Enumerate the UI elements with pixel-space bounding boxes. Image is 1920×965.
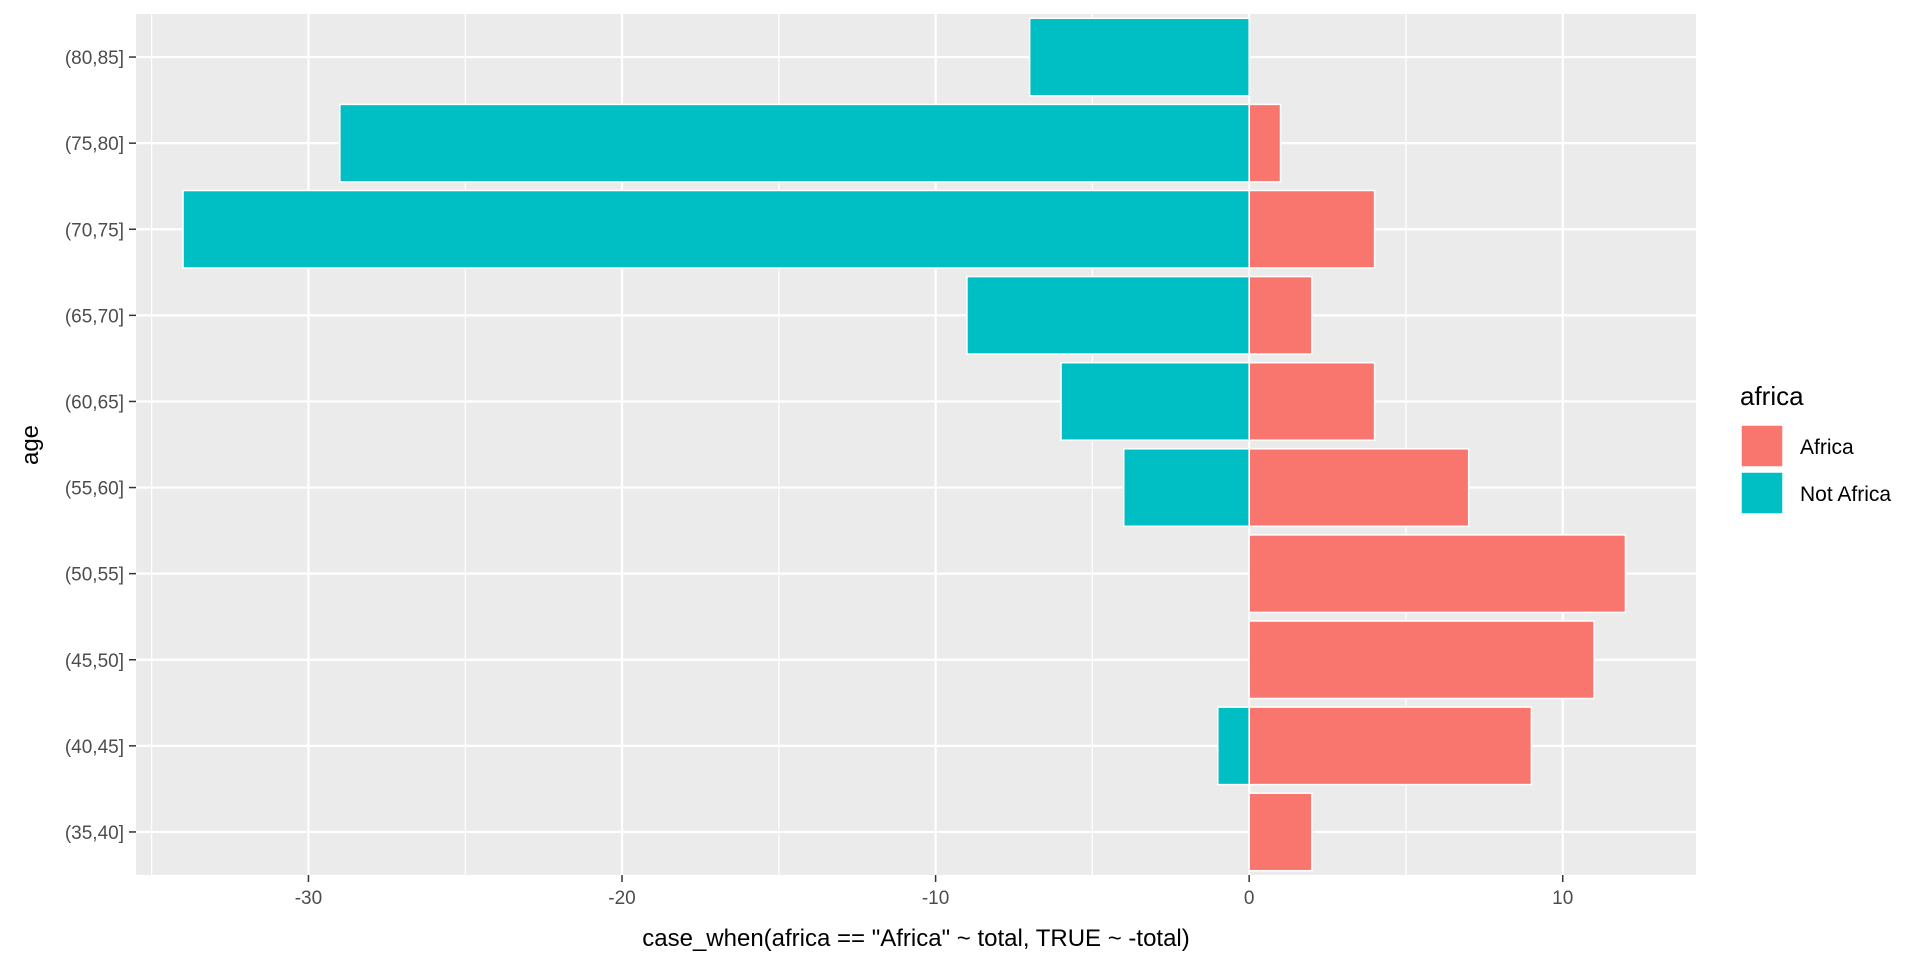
y-tick-label: (55,60] (65, 479, 124, 500)
bar-not-africa-9 (1028, 17, 1250, 97)
bars (182, 17, 1627, 872)
y-tick-label: (65,70] (65, 306, 124, 327)
x-axis-title: case_when(africa == "Africa" ~ total, TR… (642, 925, 1190, 952)
y-tick-label: (75,80] (65, 134, 124, 155)
x-tick-label: 0 (1244, 888, 1255, 909)
legend-items: Africa Not Africa (1740, 424, 1891, 515)
x-tick-label: -30 (295, 888, 322, 909)
bar-africa-4 (1248, 448, 1470, 528)
legend-key-africa (1740, 424, 1784, 468)
x-tick-label: -10 (922, 888, 949, 909)
y-axis-title: age (17, 425, 44, 465)
y-tick-label: (70,75] (65, 220, 124, 241)
bar-africa-6 (1248, 275, 1313, 355)
x-tick-label: -20 (608, 888, 635, 909)
y-tick-label: (35,40] (65, 823, 124, 844)
bar-not-africa-1 (1217, 706, 1250, 786)
bar-africa-7 (1248, 189, 1376, 269)
bar-not-africa-4 (1122, 448, 1250, 528)
bar-not-africa-5 (1060, 361, 1250, 441)
bar-africa-1 (1248, 706, 1533, 786)
x-tick-label: 10 (1552, 888, 1573, 909)
legend-title: africa (1740, 381, 1804, 411)
y-axis: (35,40] (40,45] (45,50] (50,55] (55,60] (60,6… (65, 48, 136, 844)
x-axis: -30 -20 -10 0 10 (295, 875, 1573, 909)
y-tick-label: (45,50] (65, 651, 124, 672)
y-tick-label: (50,55] (65, 565, 124, 586)
bar-africa-8 (1248, 103, 1282, 183)
y-tick-label: (80,85] (65, 48, 124, 69)
bar-not-africa-7 (182, 189, 1250, 269)
y-tick-label: (40,45] (65, 737, 124, 758)
bar-africa-3 (1248, 534, 1627, 614)
legend: africa Africa Not Africa (1740, 381, 1891, 515)
bar-not-africa-8 (339, 103, 1250, 183)
legend-label-africa: Africa (1800, 436, 1854, 459)
bar-africa-0 (1248, 792, 1313, 872)
bar-africa-2 (1248, 620, 1595, 700)
y-tick-label: (60,65] (65, 392, 124, 413)
bar-not-africa-6 (966, 275, 1250, 355)
bar-africa-5 (1248, 361, 1376, 441)
legend-key-not-africa (1740, 471, 1784, 515)
legend-label-not-africa: Not Africa (1800, 483, 1891, 506)
